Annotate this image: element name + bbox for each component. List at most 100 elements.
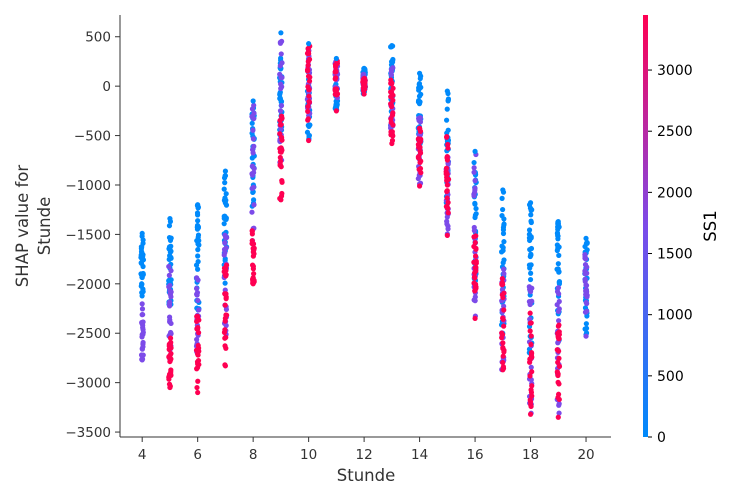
scatter-point [224, 234, 230, 241]
scatter-point [444, 221, 450, 227]
scatter-point [306, 87, 312, 93]
scatter-point [500, 227, 507, 233]
scatter-point [584, 308, 590, 314]
scatter-point [444, 232, 450, 238]
scatter-point [471, 259, 477, 265]
scatter-point [445, 127, 451, 133]
scatter-point [278, 126, 284, 132]
scatter-point [140, 311, 146, 318]
scatter-point [527, 200, 534, 206]
scatter-point [195, 364, 201, 371]
scatter-point [445, 226, 451, 232]
scatter-point [223, 215, 229, 221]
scatter-point [472, 185, 478, 191]
x-tick-label: 12 [356, 447, 373, 463]
scatter-point [195, 378, 201, 384]
scatter-point [166, 272, 172, 278]
x-tick-label: 16 [466, 447, 483, 463]
scatter-point [194, 289, 201, 296]
scatter-point [499, 213, 505, 219]
scatter-point [527, 237, 533, 244]
scatter-point [390, 85, 396, 91]
scatter-point [472, 212, 479, 218]
scatter-point [499, 330, 505, 336]
scatter-point [528, 341, 534, 347]
scatter-point [167, 335, 174, 341]
scatter-point [528, 207, 534, 213]
scatter-point [138, 254, 144, 261]
scatter-point [527, 359, 533, 365]
scatter-point [582, 243, 588, 250]
scatter-point [472, 275, 478, 281]
scatter-point [194, 313, 200, 320]
scatter-point [416, 93, 423, 99]
scatter-points [138, 30, 590, 420]
scatter-point [499, 275, 505, 282]
scatter-point [334, 103, 340, 109]
scatter-point [444, 195, 450, 201]
scatter-point [278, 145, 284, 151]
scatter-point [390, 122, 396, 128]
scatter-point [556, 381, 562, 387]
scatter-point [415, 136, 422, 142]
scatter-point [527, 288, 534, 295]
scatter-point [222, 240, 228, 246]
scatter-point [443, 165, 450, 171]
scatter-point [389, 129, 395, 135]
scatter-point [195, 238, 201, 244]
scatter-point [417, 128, 424, 134]
scatter-point [471, 228, 477, 234]
scatter-point [249, 209, 255, 215]
scatter-point [471, 169, 477, 175]
scatter-point [528, 352, 535, 359]
scatter-point [582, 271, 588, 277]
scatter-point [556, 291, 562, 297]
scatter-point [529, 383, 535, 389]
scatter-point [527, 373, 533, 379]
scatter-point [556, 363, 563, 369]
scatter-point [444, 117, 450, 123]
scatter-point [279, 116, 285, 122]
scatter-point [138, 272, 145, 278]
scatter-point [333, 92, 339, 98]
scatter-point [583, 333, 589, 339]
x-tick-label: 6 [193, 447, 202, 463]
scatter-point [444, 88, 450, 94]
scatter-point [444, 182, 450, 188]
scatter-point [195, 253, 201, 259]
scatter-point [361, 65, 367, 71]
scatter-point [417, 159, 423, 166]
scatter-point [223, 291, 229, 297]
scatter-point [583, 256, 589, 262]
scatter-point [418, 170, 424, 176]
scatter-point [222, 302, 228, 308]
y-axis-label-line-1: SHAP value for [13, 165, 32, 288]
scatter-point [445, 141, 451, 148]
scatter-point [305, 73, 312, 79]
y-tick-label: −3000 [65, 376, 111, 392]
scatter-point [445, 199, 451, 206]
scatter-point [278, 149, 284, 155]
scatter-point [167, 299, 173, 305]
scatter-point [194, 359, 201, 365]
scatter-point [277, 96, 284, 102]
scatter-point [306, 93, 312, 99]
scatter-point [556, 279, 562, 285]
scatter-point [473, 233, 479, 239]
scatter-point [250, 150, 256, 156]
scatter-point [500, 206, 506, 213]
scatter-point [223, 296, 229, 302]
scatter-point [251, 102, 257, 108]
scatter-point [250, 136, 256, 142]
scatter-point [222, 168, 229, 174]
scatter-point [251, 169, 257, 176]
scatter-point [194, 384, 200, 391]
scatter-point [556, 348, 562, 354]
scatter-point [139, 301, 145, 307]
scatter-point [195, 247, 201, 253]
x-tick-label: 4 [138, 447, 147, 463]
scatter-point [417, 148, 423, 154]
scatter-point [306, 99, 312, 105]
scatter-point [501, 222, 507, 228]
colorbar-tick-label: 3000 [657, 63, 693, 79]
